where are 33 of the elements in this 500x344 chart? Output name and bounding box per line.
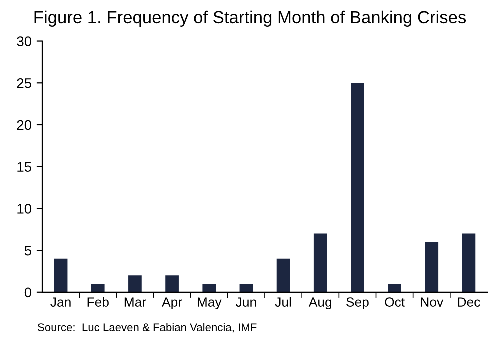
- y-tick-label: 15: [18, 162, 32, 172]
- bar: [91, 284, 105, 292]
- bar: [462, 234, 476, 292]
- y-tick-label: 30: [17, 36, 32, 46]
- x-tick-label: Mar: [124, 298, 146, 307]
- source-note: Source: Luc Laeven & Fabian Valencia, IMF: [38, 323, 257, 333]
- y-tick-label: 25: [17, 78, 32, 88]
- x-tick-label: Oct: [385, 298, 405, 307]
- y-tick-label: 10: [18, 204, 32, 214]
- x-tick-label: Jun: [236, 298, 256, 307]
- bar: [166, 276, 179, 292]
- y-tick-label: 5: [24, 246, 32, 256]
- x-tick-label: Aug: [308, 298, 332, 310]
- bar: [314, 234, 328, 292]
- bar: [128, 276, 142, 292]
- bar: [202, 284, 216, 292]
- x-tick-label: Jul: [275, 297, 292, 307]
- y-tick-label: 0: [24, 288, 32, 298]
- x-tick-label: Dec: [458, 298, 480, 307]
- bar: [425, 242, 439, 292]
- y-tick-label: 20: [17, 120, 32, 130]
- bar: [276, 258, 290, 292]
- x-tick-label: Jan: [50, 298, 71, 307]
- x-tick-label: Sep: [346, 298, 369, 310]
- x-tick-label: Nov: [421, 298, 444, 307]
- bar: [351, 83, 364, 292]
- bar: [388, 284, 402, 292]
- x-tick-label: May: [198, 298, 222, 310]
- x-tick-label: Feb: [88, 297, 109, 307]
- chart-title: Figure 1. Frequency of Starting Month of Banking Crises: [34, 10, 466, 28]
- bar: [240, 284, 254, 292]
- bar: [54, 258, 68, 292]
- x-tick-label: Apr: [162, 298, 182, 310]
